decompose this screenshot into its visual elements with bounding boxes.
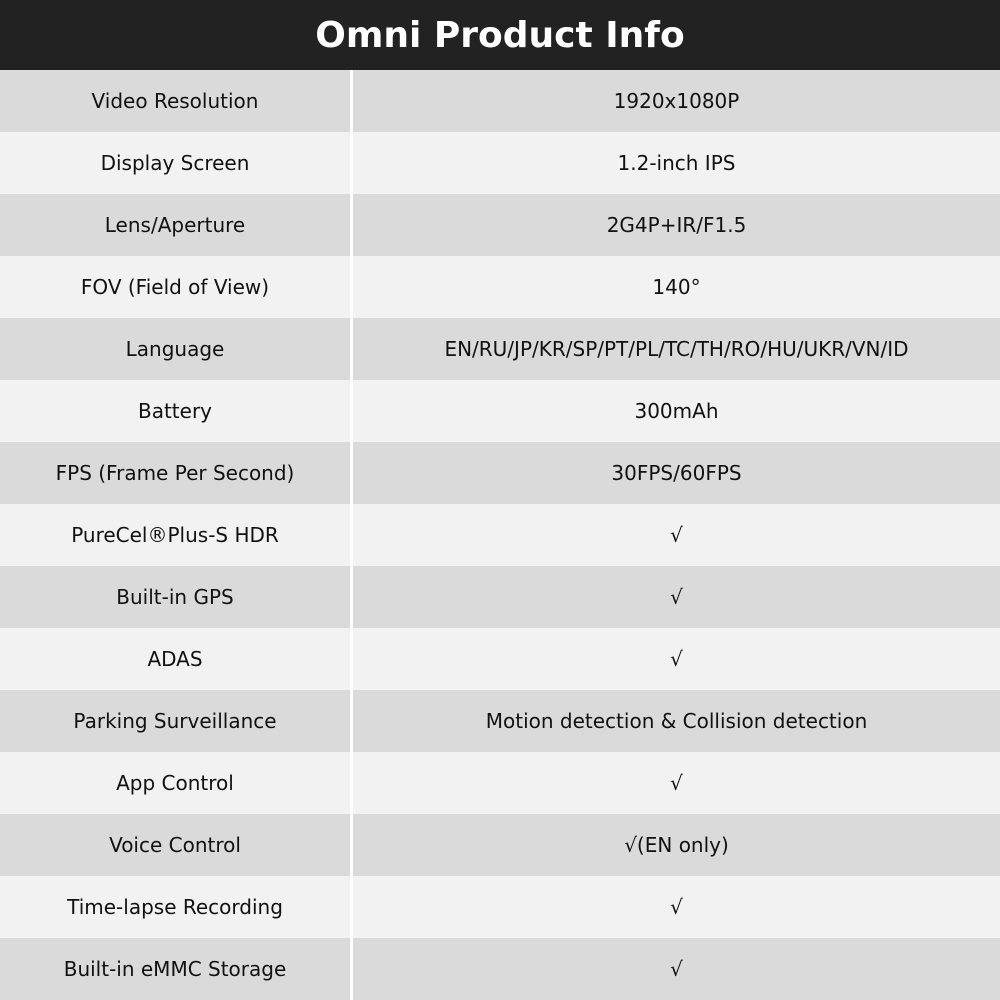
spec-label: Battery <box>137 399 213 423</box>
column-divider <box>350 380 353 442</box>
table-row: Video Resolution 1920x1080P <box>0 70 1000 132</box>
column-divider <box>350 876 353 938</box>
table-row: App Control √ <box>0 752 1000 814</box>
spec-label: FOV (Field of View) <box>80 275 270 299</box>
spec-value: √ <box>670 771 683 795</box>
column-divider <box>350 318 353 380</box>
table-row: Time-lapse Recording √ <box>0 876 1000 938</box>
table-row: Built-in eMMC Storage √ <box>0 938 1000 1000</box>
spec-table: Video Resolution 1920x1080P Display Screen… <box>0 70 1000 1000</box>
table-row: Built-in GPS √ <box>0 566 1000 628</box>
page-title: Omni Product Info <box>0 0 1000 70</box>
spec-value: 140° <box>652 275 701 299</box>
spec-label: Display Screen <box>100 151 250 175</box>
spec-label: Built-in GPS <box>116 585 234 609</box>
column-divider <box>350 256 353 318</box>
column-divider <box>350 752 353 814</box>
table-row: Display Screen 1.2-inch IPS <box>0 132 1000 194</box>
table-row: Lens/Aperture 2G4P+IR/F1.5 <box>0 194 1000 256</box>
column-divider <box>350 504 353 566</box>
table-row: FOV (Field of View) 140° <box>0 256 1000 318</box>
spec-value: √ <box>670 647 683 671</box>
table-row: Language EN/RU/JP/KR/SP/PT/PL/TC/TH/RO/HU… <box>0 318 1000 380</box>
column-divider <box>350 938 353 1000</box>
spec-label: Voice Control <box>109 833 241 857</box>
spec-label: Lens/Aperture <box>104 213 246 237</box>
spec-value: √ <box>670 957 683 981</box>
spec-value: 1920x1080P <box>613 89 740 113</box>
spec-value: √ <box>670 523 683 547</box>
spec-label: PureCel®Plus-S HDR <box>71 523 279 547</box>
spec-value: 30FPS/60FPS <box>611 461 742 485</box>
column-divider <box>350 132 353 194</box>
column-divider <box>350 566 353 628</box>
table-row: Battery 300mAh <box>0 380 1000 442</box>
spec-label: ADAS <box>147 647 203 671</box>
table-row: FPS (Frame Per Second) 30FPS/60FPS <box>0 442 1000 504</box>
spec-value: 300mAh <box>634 399 719 423</box>
column-divider <box>350 690 353 752</box>
spec-value: √ <box>670 895 683 919</box>
spec-label: Language <box>125 337 225 361</box>
column-divider <box>350 70 353 132</box>
table-row: Voice Control √(EN only) <box>0 814 1000 876</box>
spec-value: √ <box>670 585 683 609</box>
spec-label: Parking Surveillance <box>73 709 277 733</box>
spec-value: Motion detection & Collision detection <box>485 709 868 733</box>
column-divider <box>350 442 353 504</box>
spec-value: √(EN only) <box>624 833 729 857</box>
spec-label: Time-lapse Recording <box>67 895 283 919</box>
column-divider <box>350 814 353 876</box>
spec-value: EN/RU/JP/KR/SP/PT/PL/TC/TH/RO/HU/UKR/VN/… <box>444 337 909 361</box>
table-row: Parking Surveillance Motion detection & C… <box>0 690 1000 752</box>
spec-value: 2G4P+IR/F1.5 <box>606 213 747 237</box>
spec-label: Built-in eMMC Storage <box>63 957 287 981</box>
table-row: PureCel®Plus-S HDR √ <box>0 504 1000 566</box>
spec-label: App Control <box>116 771 234 795</box>
spec-label: Video Resolution <box>91 89 259 113</box>
column-divider <box>350 628 353 690</box>
spec-label: FPS (Frame Per Second) <box>55 461 295 485</box>
table-row: ADAS √ <box>0 628 1000 690</box>
column-divider <box>350 194 353 256</box>
spec-value: 1.2-inch IPS <box>617 151 736 175</box>
